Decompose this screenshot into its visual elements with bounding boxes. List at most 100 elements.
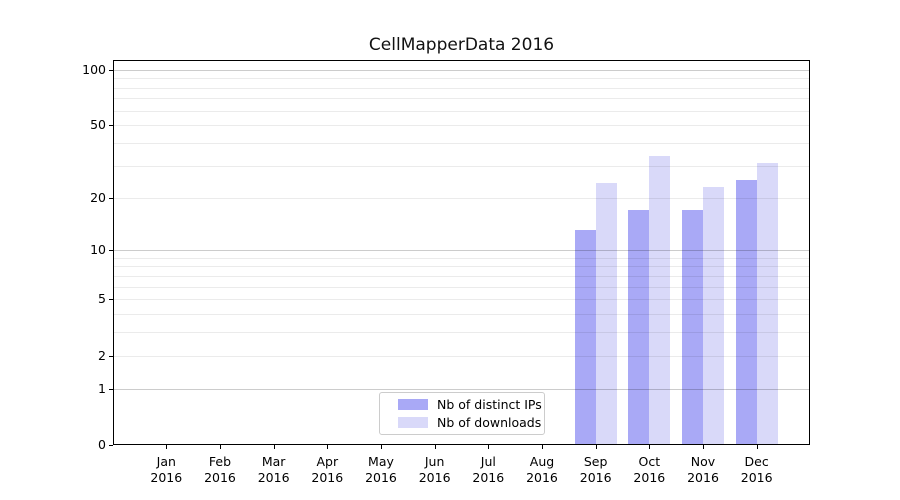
plot-area — [113, 60, 810, 445]
y-tick — [109, 125, 113, 127]
x-tick-label: Dec 2016 — [729, 454, 785, 486]
gridline-minor — [113, 125, 810, 127]
x-tick — [327, 445, 329, 449]
gridline-major — [113, 388, 810, 390]
bar-downloads — [649, 155, 671, 445]
x-tick-year: 2016 — [418, 470, 451, 485]
y-tick — [109, 250, 113, 252]
legend-swatch-distinct-ips — [398, 399, 428, 410]
gridline-minor — [113, 332, 810, 334]
x-tick — [434, 445, 436, 449]
x-tick-label: Mar 2016 — [246, 454, 302, 486]
gridline-minor — [113, 314, 810, 316]
x-tick — [219, 445, 221, 449]
y-tick-label: 1 — [98, 380, 106, 396]
gridline-minor — [113, 165, 810, 167]
bar-distinct-ips — [574, 230, 596, 445]
y-tick-label: 50 — [90, 117, 106, 133]
bar-downloads — [756, 163, 778, 445]
gridline-minor — [113, 197, 810, 199]
chart-title: CellMapperData 2016 — [368, 35, 555, 55]
x-tick-month: Feb — [208, 454, 232, 469]
bar-distinct-ips — [628, 210, 650, 445]
y-tick-label: 20 — [90, 189, 106, 205]
legend-entry-downloads: Nb of downloads — [398, 415, 541, 430]
bar-downloads — [703, 186, 724, 445]
y-tick-label: 100 — [82, 61, 106, 77]
gridline-minor — [113, 98, 810, 100]
y-tick — [109, 445, 113, 446]
x-tick-year: 2016 — [365, 470, 397, 485]
y-tick — [109, 355, 113, 357]
legend-swatch-downloads — [398, 417, 428, 428]
y-tick — [109, 69, 113, 71]
x-tick-label: Sep 2016 — [568, 454, 624, 486]
x-tick-month: Oct — [638, 454, 661, 469]
x-tick-year: 2016 — [472, 470, 505, 485]
x-tick-year: 2016 — [526, 470, 558, 485]
x-tick-month: Apr — [316, 454, 339, 469]
x-tick — [703, 445, 704, 449]
x-tick-year: 2016 — [150, 470, 183, 485]
y-tick-label: 5 — [98, 291, 106, 307]
x-tick-year: 2016 — [257, 470, 290, 485]
gridline-minor — [113, 143, 810, 145]
x-tick-year: 2016 — [740, 470, 773, 485]
gridline-minor — [113, 110, 810, 112]
x-tick-label: May 2016 — [353, 454, 409, 486]
x-tick-month: Jan — [156, 454, 176, 469]
gridline-minor — [113, 275, 810, 277]
gridline-minor — [113, 286, 810, 288]
bar-distinct-ips — [682, 210, 703, 445]
gridline-minor — [113, 257, 810, 259]
x-tick — [273, 445, 275, 449]
x-tick-month: Mar — [261, 454, 286, 469]
x-tick-label: Jun 2016 — [407, 454, 463, 486]
x-tick-year: 2016 — [633, 470, 666, 485]
y-tick-label: 0 — [98, 437, 106, 452]
legend: Nb of distinct IPs Nb of downloads — [379, 392, 545, 435]
legend-entry-distinct-ips: Nb of distinct IPs — [398, 397, 542, 412]
x-tick-label: Jul 2016 — [460, 454, 516, 486]
x-tick — [649, 445, 651, 449]
x-tick-month: May — [368, 454, 394, 469]
bar-downloads — [595, 183, 617, 445]
gridline-minor — [113, 78, 810, 80]
gridline-major — [113, 69, 810, 71]
x-tick — [756, 445, 758, 449]
y-tick — [109, 299, 113, 301]
x-tick-month: Jun — [424, 454, 445, 469]
y-tick — [109, 388, 113, 390]
gridline-minor — [113, 87, 810, 89]
legend-label-distinct-ips: Nb of distinct IPs — [437, 396, 542, 412]
gridline-major — [113, 250, 810, 252]
x-tick-label: Oct 2016 — [621, 454, 677, 486]
x-tick-year: 2016 — [311, 470, 344, 485]
gridline-minor — [113, 266, 810, 268]
x-tick-month: Jul — [480, 454, 496, 469]
x-tick-month: Nov — [690, 454, 716, 469]
x-tick-label: Feb 2016 — [192, 454, 248, 486]
x-tick-year: 2016 — [579, 470, 612, 485]
gridline-minor — [113, 299, 810, 301]
x-tick-month: Sep — [583, 454, 608, 469]
x-tick — [541, 445, 543, 449]
x-tick-month: Aug — [529, 454, 555, 469]
x-tick-label: Apr 2016 — [299, 454, 355, 486]
x-tick-label: Aug 2016 — [514, 454, 570, 486]
y-tick-label: 10 — [90, 242, 106, 258]
x-tick — [166, 445, 168, 449]
x-tick — [380, 445, 382, 449]
x-tick-year: 2016 — [204, 470, 236, 485]
y-tick-label: 2 — [98, 347, 106, 363]
x-tick-label: Jan 2016 — [138, 454, 194, 486]
y-tick — [109, 197, 113, 199]
x-tick-month: Dec — [744, 454, 769, 469]
bar-distinct-ips — [735, 180, 757, 445]
x-tick-label: Nov 2016 — [675, 454, 731, 486]
x-tick — [595, 445, 597, 449]
legend-label-downloads: Nb of downloads — [437, 414, 542, 430]
x-tick-year: 2016 — [687, 470, 719, 485]
gridline-minor — [113, 355, 810, 357]
